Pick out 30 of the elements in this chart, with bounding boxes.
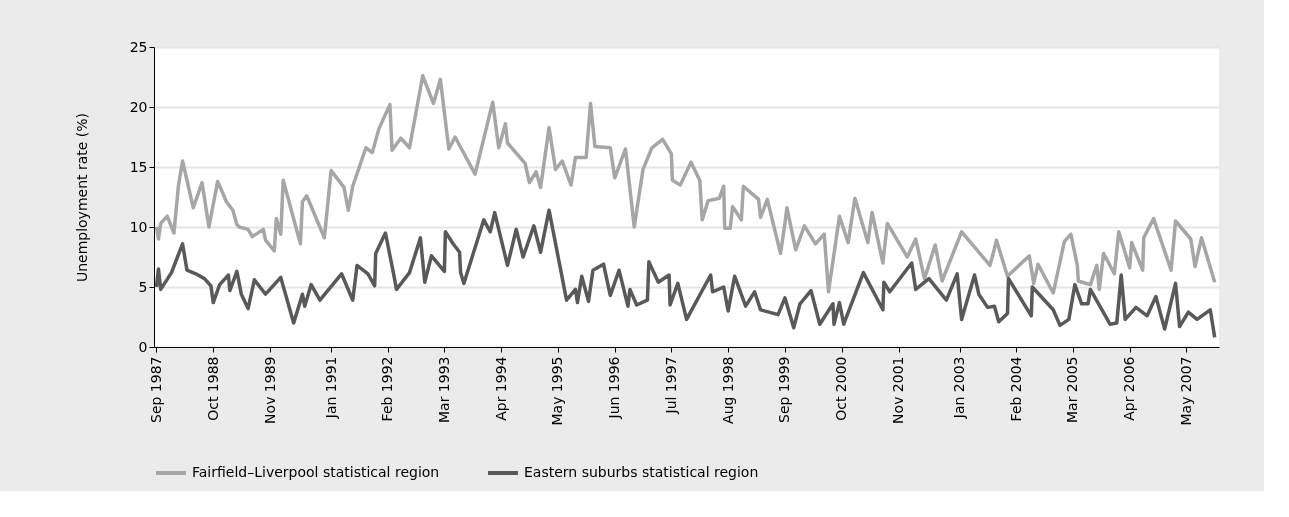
x-tick-label: Feb 2004 <box>1007 356 1024 422</box>
legend-label: Fairfield–Liverpool statistical region <box>192 464 440 480</box>
x-tick-label: Mar 1993 <box>435 356 452 423</box>
x-tick-label: Apr 1994 <box>492 356 509 421</box>
line-series <box>154 74 1217 295</box>
x-tick-label: Feb 1992 <box>379 356 396 422</box>
x-tick-label: Sep 1987 <box>147 356 164 423</box>
x-tick-label: May 1995 <box>549 356 566 426</box>
y-tick-label: 0 <box>138 338 148 355</box>
x-tick-label: Jul 1997 <box>662 356 679 415</box>
y-axis-title: Unemployment rate (%) <box>73 112 90 283</box>
x-tick-label: Jan 1991 <box>322 356 339 420</box>
y-tick-label: 10 <box>129 218 148 235</box>
y-tick-label: 25 <box>129 38 148 55</box>
y-tick-label: 20 <box>129 98 148 115</box>
x-tick-label: May 2007 <box>1177 356 1194 426</box>
x-tick-label: Jun 1996 <box>606 356 623 420</box>
x-tick-label: Sep 1999 <box>776 356 793 423</box>
x-tick-label: Oct 2000 <box>833 356 850 421</box>
legend-label: Eastern suburbs statistical region <box>524 464 759 480</box>
x-tick-label: Nov 1989 <box>261 356 278 424</box>
x-tick-label: Nov 2001 <box>890 356 907 424</box>
x-tick-label: Apr 2006 <box>1121 356 1138 421</box>
x-tick-label: Jan 2003 <box>951 356 968 420</box>
x-tick-label: Oct 1988 <box>204 356 221 421</box>
x-tick-label: Mar 2005 <box>1064 356 1081 423</box>
line-series <box>154 208 1217 340</box>
x-tick-label: Aug 1998 <box>719 356 736 424</box>
y-tick-label: 15 <box>129 158 148 175</box>
y-tick-label: 5 <box>138 278 148 295</box>
